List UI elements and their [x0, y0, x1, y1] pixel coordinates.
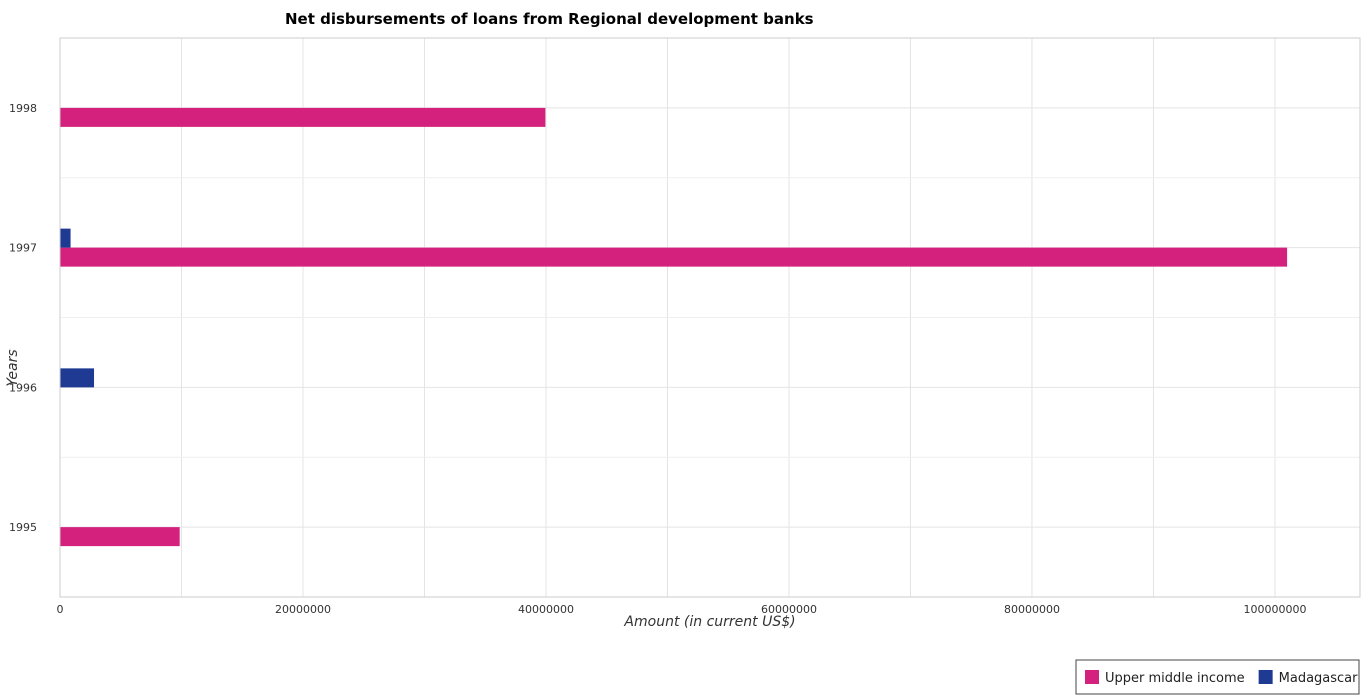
bars: [60, 107, 1288, 547]
y-tick-label: 1997: [9, 242, 37, 255]
bar-madagascar-1996: [60, 368, 95, 388]
legend: Upper middle income Madagascar: [1075, 659, 1360, 695]
y-tick-label: 1996: [9, 381, 37, 394]
legend-swatch: [1258, 670, 1273, 684]
x-tick-label: 60000000: [761, 603, 817, 616]
y-tick-label: 1998: [9, 102, 37, 115]
legend-box: [1075, 659, 1360, 695]
x-axis-label: Amount (in current US$): [623, 614, 795, 630]
x-tick-label: 40000000: [518, 603, 574, 616]
bar-upper-middle-income-1997: [60, 247, 1288, 267]
legend-label: Madagascar: [1279, 671, 1359, 686]
bar-madagascar-1997: [60, 228, 71, 248]
chart-title: Net disbursements of loans from Regional…: [285, 10, 814, 28]
bar-upper-middle-income-1995: [60, 527, 180, 547]
legend-swatch: [1085, 670, 1099, 684]
y-tick-label: 1995: [9, 521, 37, 534]
axes: 1995 1996 1997 1998 0 20000000 40000000 6000000…: [9, 37, 1361, 616]
x-tick-label: 80000000: [1004, 603, 1060, 616]
y-axis-label: Years: [5, 349, 21, 386]
x-tick-label: 20000000: [275, 603, 331, 616]
plot-border: [59, 37, 1361, 598]
legend-label: Upper middle income: [1105, 671, 1245, 686]
x-tick-label: 100000000: [1243, 603, 1306, 616]
x-tick-label: 0: [57, 603, 64, 616]
bar-upper-middle-income-1998: [60, 107, 546, 127]
